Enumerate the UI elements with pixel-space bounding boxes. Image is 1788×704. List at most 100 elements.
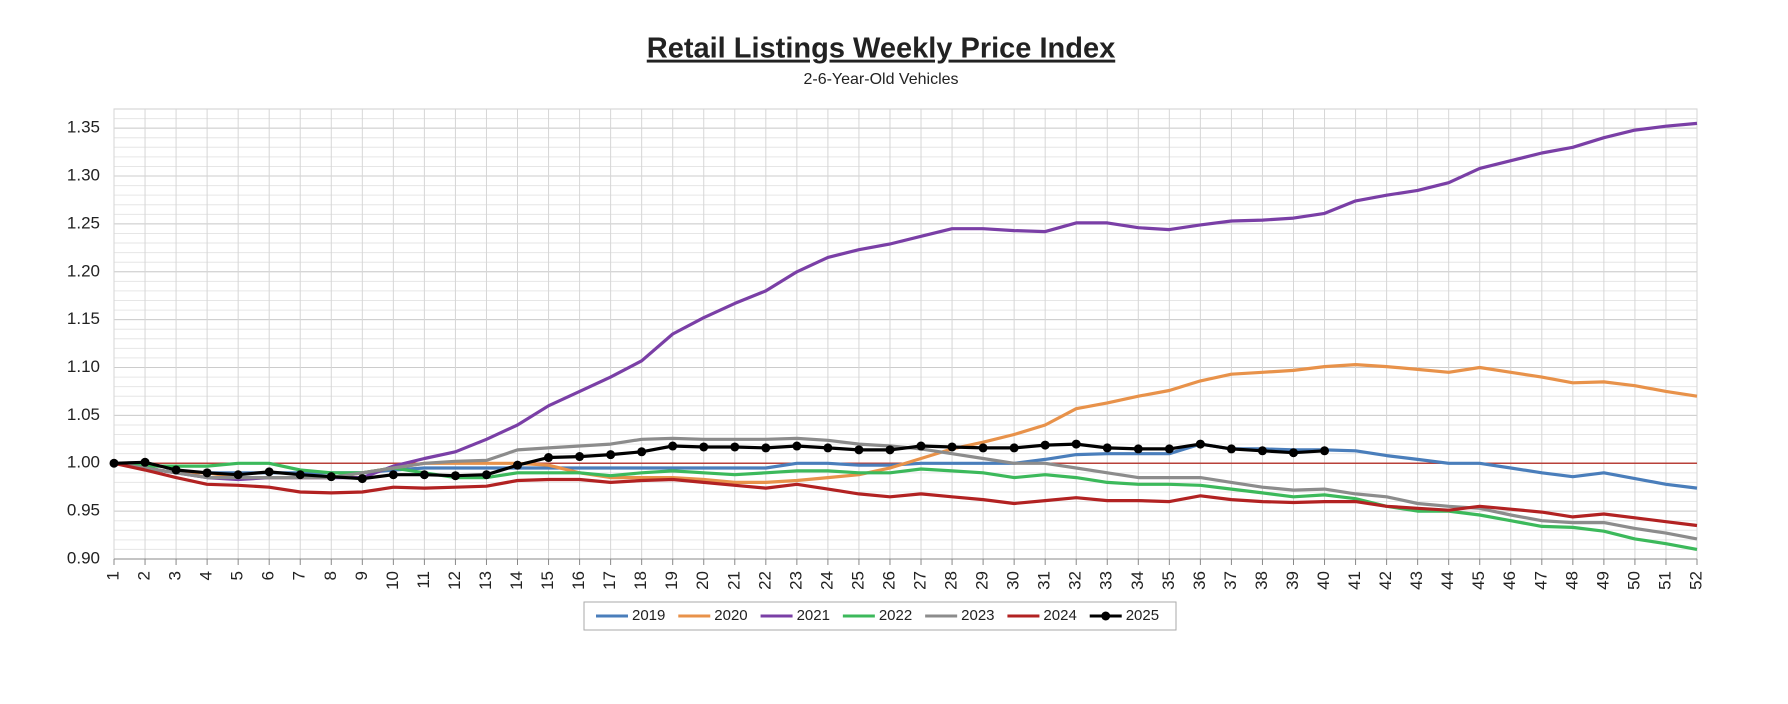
x-tick-label: 50 — [1624, 571, 1643, 590]
series-marker — [202, 468, 212, 478]
series-marker — [761, 443, 771, 453]
x-tick-label: 26 — [879, 571, 898, 590]
series-marker — [109, 458, 119, 468]
x-tick-label: 8 — [321, 571, 340, 580]
series-marker — [1320, 446, 1330, 456]
x-tick-label: 9 — [352, 571, 371, 580]
legend-marker — [1101, 611, 1111, 621]
plot — [109, 121, 1698, 551]
legend-label: 2022 — [879, 607, 912, 624]
y-tick-label: 1.20 — [67, 261, 100, 280]
x-tick-label: 49 — [1593, 571, 1612, 590]
x-tick-label: 33 — [1097, 571, 1116, 590]
series-marker — [668, 441, 678, 451]
x-tick-label: 25 — [848, 571, 867, 590]
legend: 2019 2020 2021 2022 2023 2024 2025 — [583, 601, 1177, 631]
x-tick-label: 42 — [1376, 571, 1395, 590]
series-marker — [1133, 444, 1143, 454]
series-marker — [1226, 444, 1236, 454]
y-tick-label: 1.30 — [67, 166, 100, 185]
series-marker — [171, 465, 181, 475]
x-tick-label: 44 — [1438, 571, 1457, 590]
y-tick-label: 1.25 — [67, 213, 100, 232]
x-tick-label: 3 — [166, 571, 185, 580]
y-tick-label: 0.90 — [67, 548, 100, 567]
x-tick-label: 37 — [1221, 571, 1240, 590]
series-marker — [792, 441, 802, 451]
series-marker — [978, 443, 988, 453]
x-tick-label: 2 — [135, 571, 154, 580]
legend-label: 2024 — [1043, 607, 1076, 624]
series-marker — [1257, 446, 1267, 456]
x-tick-label: 6 — [259, 571, 278, 580]
series-marker — [295, 470, 305, 480]
legend-label: 2023 — [961, 607, 994, 624]
x-tick-label: 43 — [1407, 571, 1426, 590]
x-tick-label: 20 — [693, 571, 712, 590]
series-marker — [606, 450, 616, 460]
x-tick-label: 12 — [445, 571, 464, 590]
series-marker — [575, 452, 585, 462]
x-tick-label: 29 — [973, 571, 992, 590]
x-tick-label: 48 — [1562, 571, 1581, 590]
x-tick-label: 46 — [1500, 571, 1519, 590]
y-tick-label: 1.00 — [67, 453, 100, 472]
series-marker — [264, 467, 274, 477]
series-marker — [823, 443, 833, 453]
x-tick-label: 11 — [414, 571, 433, 589]
series-marker — [357, 474, 367, 484]
series-marker — [419, 470, 429, 480]
series-marker — [699, 442, 709, 452]
series-marker — [388, 470, 398, 480]
x-tick-label: 17 — [600, 571, 619, 590]
legend-label: 2021 — [797, 607, 830, 624]
x-tick-label: 13 — [476, 571, 495, 590]
x-tick-label: 31 — [1035, 571, 1054, 590]
series-marker — [450, 471, 460, 481]
x-tick-label: 4 — [197, 571, 216, 580]
x-tick-label: 47 — [1531, 571, 1550, 590]
x-tick-label: 41 — [1345, 571, 1364, 590]
x-tick-label: 36 — [1190, 571, 1209, 590]
grid: 0.90 0.95 1.00 1.05 1.10 1.15 1.20 1.25 1.30 1.35… — [67, 108, 1705, 590]
x-tick-label: 22 — [755, 571, 774, 590]
x-tick-label: 51 — [1655, 571, 1674, 590]
x-tick-label: 21 — [724, 571, 743, 590]
x-tick-label: 14 — [507, 571, 526, 590]
series-marker — [854, 445, 864, 455]
y-tick-label: 0.95 — [67, 501, 100, 520]
chart-subtitle: 2-6-Year-Old Vehicles — [803, 71, 958, 88]
x-tick-label: 40 — [1314, 571, 1333, 590]
series-marker — [233, 470, 243, 480]
y-tick-label: 1.15 — [67, 309, 100, 328]
x-tick-label: 52 — [1686, 571, 1705, 590]
series-line — [113, 461, 1698, 528]
x-tick-label: 45 — [1469, 571, 1488, 590]
y-tick-label: 1.35 — [67, 118, 100, 137]
series-marker — [544, 453, 554, 463]
legend-label: 2020 — [714, 607, 747, 624]
x-tick-label: 32 — [1066, 571, 1085, 590]
series-marker — [1102, 443, 1112, 453]
x-tick-label: 27 — [911, 571, 930, 590]
x-tick-label: 15 — [538, 571, 557, 590]
x-tick-label: 5 — [228, 571, 247, 580]
x-tick-label: 19 — [662, 571, 681, 590]
series-marker — [1195, 439, 1205, 449]
series-marker — [730, 442, 740, 452]
x-tick-label: 18 — [631, 571, 650, 590]
series-marker — [1040, 440, 1050, 450]
series-line — [113, 121, 1698, 482]
series-marker — [637, 447, 647, 457]
x-tick-label: 30 — [1004, 571, 1023, 590]
legend-label: 2019 — [632, 607, 665, 624]
x-tick-label: 1 — [103, 571, 122, 580]
series-marker — [513, 460, 523, 470]
x-tick-label: 39 — [1283, 571, 1302, 590]
x-tick-label: 23 — [786, 571, 805, 590]
x-tick-label: 28 — [942, 571, 961, 590]
y-tick-label: 1.05 — [67, 405, 100, 424]
series-marker — [1009, 443, 1019, 453]
series-marker — [1164, 444, 1174, 454]
